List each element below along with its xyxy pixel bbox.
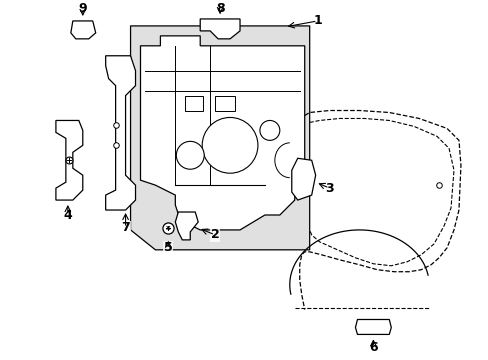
Text: 3: 3 xyxy=(325,182,333,195)
Circle shape xyxy=(260,121,279,140)
Bar xyxy=(215,95,235,111)
Polygon shape xyxy=(291,158,315,200)
Text: 4: 4 xyxy=(63,208,72,221)
Polygon shape xyxy=(355,319,390,334)
Polygon shape xyxy=(71,21,96,39)
Text: 8: 8 xyxy=(215,3,224,15)
Bar xyxy=(185,95,203,111)
Text: 6: 6 xyxy=(368,341,377,354)
Polygon shape xyxy=(175,212,198,240)
Text: 9: 9 xyxy=(78,3,87,15)
Text: 7: 7 xyxy=(121,221,130,234)
Polygon shape xyxy=(200,19,240,39)
Polygon shape xyxy=(105,56,135,210)
Polygon shape xyxy=(56,121,82,200)
Text: 1: 1 xyxy=(313,14,322,27)
Text: 5: 5 xyxy=(163,241,172,255)
Circle shape xyxy=(202,117,257,173)
Circle shape xyxy=(176,141,204,169)
Polygon shape xyxy=(140,36,304,230)
Polygon shape xyxy=(130,26,309,250)
Text: 2: 2 xyxy=(210,228,219,242)
